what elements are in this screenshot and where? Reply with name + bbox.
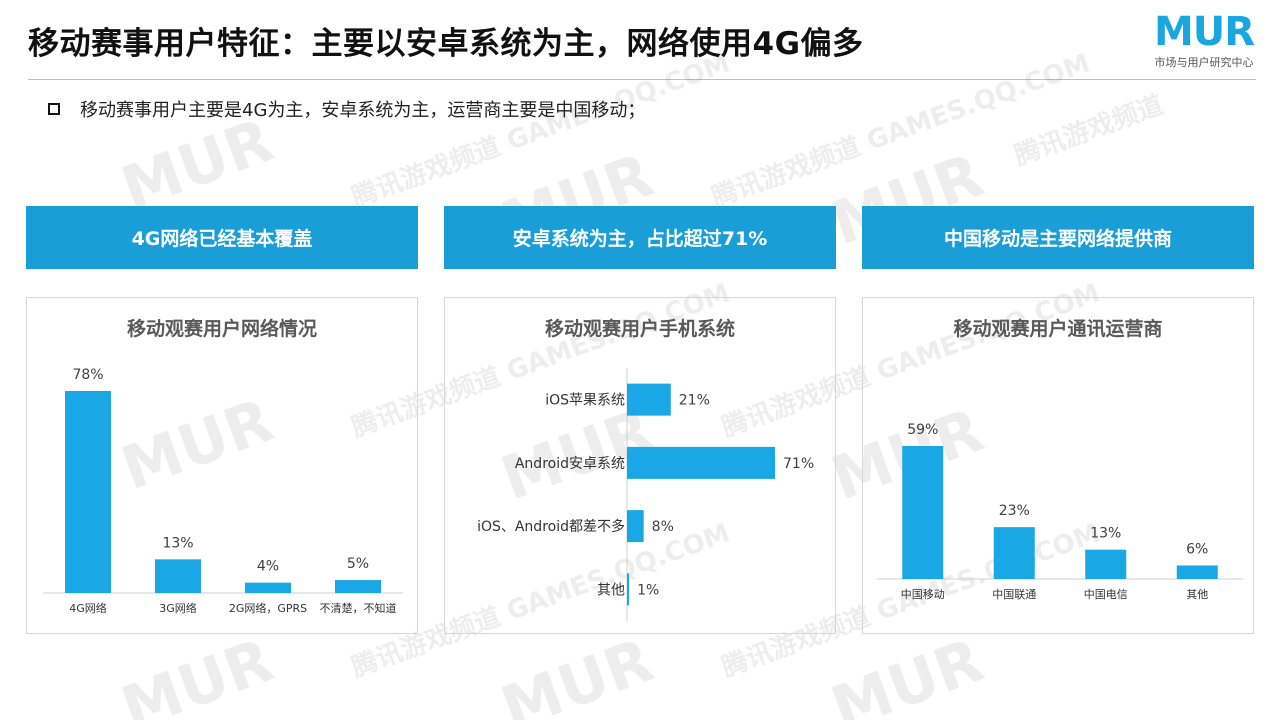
bar [1085,549,1127,579]
watermark: 腾讯游戏频道 GAMES.QQ.COM [707,48,1094,214]
bar [65,391,111,593]
chart-title: 移动观赛用户网络情况 [126,318,317,340]
chart-network: 78% 4G网络 13% 3G网络 4% 2G网络，GPRS 5% 不清楚，不知道 [43,367,403,615]
title-divider [28,79,1256,80]
summary-text: 移动赛事用户主要是4G为主，安卓系统为主，运营商主要是中国移动； [80,100,646,121]
bar [902,446,944,579]
data-label: 8% [652,519,674,535]
chart-carrier-panel: 移动观赛用户通讯运营商 59% 中国移动 23% 中国联通 13% 中国电信 6% 其他 [862,297,1254,634]
watermark: MUR [112,625,282,720]
data-label: 13% [162,535,193,551]
category-label: 2G网络，GPRS [229,601,307,615]
data-label: 1% [637,582,659,598]
data-label: 21% [679,393,710,409]
category-label: Android安卓系统 [515,456,625,472]
chart-carrier: 59% 中国移动 23% 中国联通 13% 中国电信 6% 其他 [877,422,1243,601]
logo-text: MUR [1153,9,1255,55]
bar [155,559,201,593]
chart-title: 移动观赛用户手机系统 [544,318,735,340]
mur-logo: MUR 市场与用户研究中心 [1148,12,1260,70]
category-label: 中国移动 [901,588,945,601]
data-label: 23% [999,503,1030,519]
category-label: iOS苹果系统 [545,393,625,409]
chart-network-panel: 移动观赛用户网络情况 78% 4G网络 13% 3G网络 4% 2G网络，GPRS 5% 不清… [26,297,418,634]
category-label: 其他 [597,582,625,598]
data-label: 5% [347,556,369,572]
watermark: MUR [492,625,662,720]
category-label: 中国联通 [992,588,1036,601]
data-label: 6% [1186,541,1208,557]
bar [335,580,381,593]
data-label: 71% [783,456,814,472]
summary-bullet: 移动赛事用户主要是4G为主，安卓系统为主，运营商主要是中国移动； [48,96,645,122]
watermark: MUR [822,625,992,720]
category-label: iOS、Android都差不多 [477,518,625,535]
watermark: 腾讯游戏频道 [1010,90,1168,172]
data-label: 78% [72,367,103,383]
category-label: 不清楚，不知道 [320,601,397,615]
bar [1176,565,1218,579]
chart-title: 移动观赛用户通讯运营商 [953,318,1163,340]
bullet-square-icon [48,103,60,115]
bar [627,446,775,479]
category-label: 4G网络 [69,601,107,615]
bar [993,527,1035,579]
bar [245,582,291,593]
chart-os: 21% iOS苹果系统 71% Android安卓系统 8% iOS、Android都差不… [477,368,814,621]
bar [627,383,671,416]
category-label: 中国电信 [1084,588,1128,601]
page-title: 移动赛事用户特征：主要以安卓系统为主，网络使用4G偏多 [28,26,864,62]
watermark: 腾讯游戏频道 GAMES.QQ.COM [347,48,734,214]
chart-os-panel: 移动观赛用户手机系统 21% iOS苹果系统 71% Android安卓系统 8% iOS… [444,297,836,634]
bar [627,573,630,606]
banner-os: 安卓系统为主，占比超过71% [444,206,836,269]
data-label: 59% [907,422,938,438]
banner-carrier: 中国移动是主要网络提供商 [862,206,1254,269]
data-label: 4% [257,559,279,575]
category-label: 其他 [1186,588,1208,601]
data-label: 13% [1090,526,1121,542]
bar [627,510,644,543]
logo-subtitle: 市场与用户研究中心 [1154,56,1254,69]
banner-network: 4G网络已经基本覆盖 [26,206,418,269]
category-label: 3G网络 [159,601,197,615]
